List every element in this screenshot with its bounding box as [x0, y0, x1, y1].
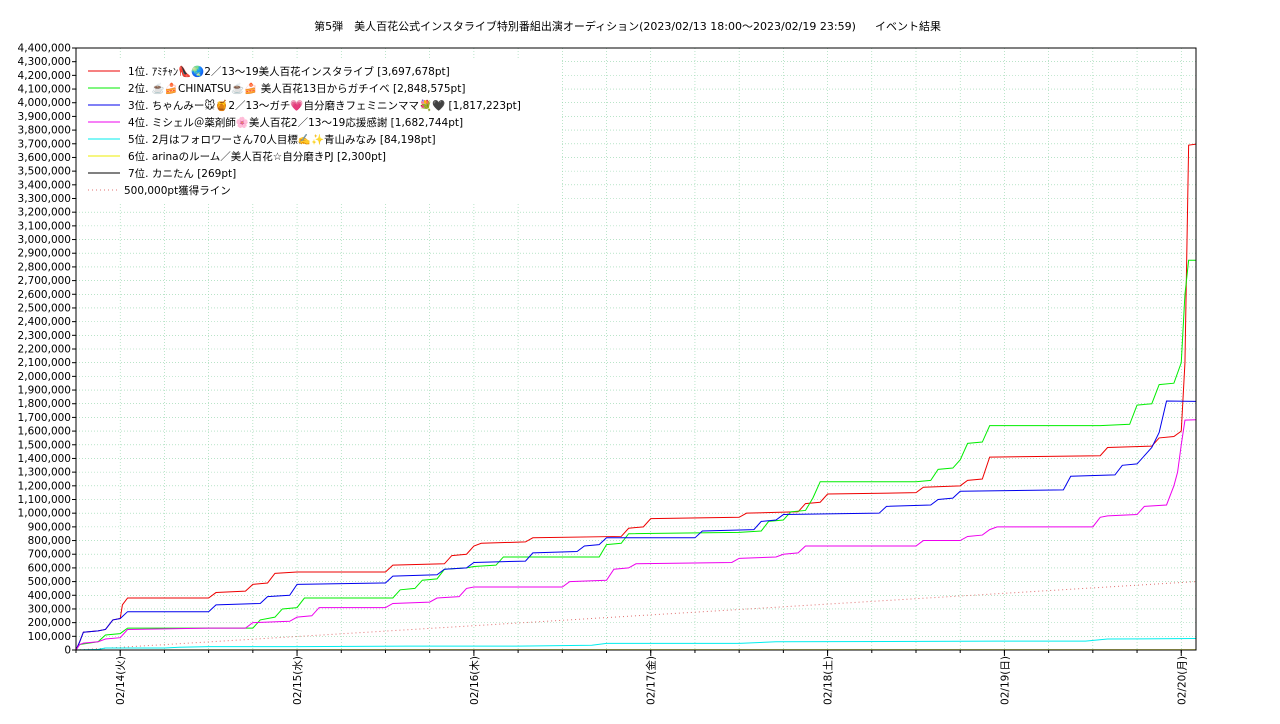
y-tick-label: 900,000: [28, 521, 71, 533]
y-tick-label: 1,700,000: [18, 412, 71, 424]
y-tick-label: 700,000: [28, 549, 71, 561]
y-tick-label: 500,000: [28, 576, 71, 588]
legend-label-6: 6位. arinaのルーム／美人百花☆自分磨きPJ [2,300pt]: [128, 150, 386, 163]
y-tick-label: 4,300,000: [18, 56, 71, 68]
y-tick-label: 1,200,000: [18, 480, 71, 492]
y-tick-label: 3,200,000: [18, 207, 71, 219]
legend-label-7: 7位. カニたん [269pt]: [128, 167, 236, 180]
y-tick-label: 2,400,000: [18, 316, 71, 328]
y-tick-label: 2,500,000: [18, 302, 71, 314]
y-tick-label: 1,300,000: [18, 467, 71, 479]
legend-label-4: 4位. ミシェル＠薬剤師🌸美人百花2／13〜19応援感謝 [1,682,744p…: [128, 116, 463, 129]
y-tick-label: 2,200,000: [18, 344, 71, 356]
legend-label-5: 5位. 2月はフォロワーさん70人目標✍️✨青山みなみ [84,198pt]: [128, 133, 436, 146]
y-tick-label: 4,100,000: [18, 84, 71, 96]
y-tick-label: 3,500,000: [18, 166, 71, 178]
series-line-4: [76, 420, 1196, 650]
y-tick-label: 1,000,000: [18, 508, 71, 520]
x-tick-label: 02/16(木): [469, 656, 481, 705]
chart-subtitle: イベント結果: [875, 19, 941, 33]
y-tick-label: 1,800,000: [18, 398, 71, 410]
x-tick-label: 02/19(日): [999, 656, 1011, 705]
x-tick-label: 02/14(火): [115, 656, 127, 705]
y-tick-label: 2,900,000: [18, 248, 71, 260]
x-tick-label: 02/17(金): [645, 656, 658, 705]
y-tick-label: 3,800,000: [18, 125, 71, 137]
y-tick-label: 3,700,000: [18, 138, 71, 150]
y-tick-label: 4,200,000: [18, 70, 71, 82]
x-tick-label: 02/15(水): [292, 656, 304, 705]
y-tick-label: 2,000,000: [18, 371, 71, 383]
series-lines: [76, 144, 1196, 650]
chart-title: 第5弾 美人百花公式インスタライブ特別番組出演オーディション(2023/02/1…: [314, 19, 856, 33]
legend-background: [77, 58, 561, 202]
legend-label-8: 500,000pt獲得ライン: [124, 184, 231, 197]
y-tick-label: 400,000: [28, 590, 71, 602]
reference-lines: [76, 582, 1196, 650]
y-tick-label: 3,900,000: [18, 111, 71, 123]
legend-label-2: 2位. ☕️🍰CHINATSU☕️🍰 美人百花13日からガチイベ [2,848,…: [128, 82, 465, 95]
y-tick-label: 3,400,000: [18, 179, 71, 191]
y-tick-label: 1,400,000: [18, 453, 71, 465]
y-tick-label: 2,300,000: [18, 330, 71, 342]
x-axis: 02/14(火) 02/15(水) 02/16(木) 02/17(金) 02/18(土)…: [76, 650, 1188, 705]
y-tick-label: 1,900,000: [18, 385, 71, 397]
y-tick-label: 1,600,000: [18, 426, 71, 438]
y-tick-label: 800,000: [28, 535, 71, 547]
y-tick-label: 2,800,000: [18, 261, 71, 273]
legend-label-3: 3位. ちゃんみー🐭🍯2／13〜ガチ💗自分磨きフェミニンママ💐🖤 [1,817,…: [128, 99, 521, 112]
y-tick-label: 1,100,000: [18, 494, 71, 506]
series-line-1: [76, 144, 1196, 650]
x-tick-label: 02/18(土): [822, 656, 835, 705]
y-tick-label: 2,700,000: [18, 275, 71, 287]
y-tick-label: 2,100,000: [18, 357, 71, 369]
series-line-3: [76, 401, 1196, 650]
y-tick-label: 100,000: [28, 631, 71, 643]
y-tick-label: 2,600,000: [18, 289, 71, 301]
y-tick-label: 4,000,000: [18, 97, 71, 109]
y-tick-label: 0: [64, 645, 71, 657]
x-tick-label: 02/20(月): [1176, 656, 1188, 705]
y-tick-label: 3,100,000: [18, 220, 71, 232]
y-tick-label: 200,000: [28, 617, 71, 629]
y-tick-label: 4,400,000: [18, 43, 71, 55]
legend-label-1: 1位. ｱﾐﾁｬﾝ👠🌏2／13〜19美人百花インスタライブ [3,697,678…: [128, 65, 450, 78]
series-line-8: [76, 582, 1196, 650]
y-tick-label: 3,000,000: [18, 234, 71, 246]
y-tick-label: 3,300,000: [18, 193, 71, 205]
legend: 1位. ｱﾐﾁｬﾝ👠🌏2／13〜19美人百花インスタライブ [3,697,678…: [77, 58, 561, 202]
y-tick-label: 300,000: [28, 603, 71, 615]
y-tick-label: 1,500,000: [18, 439, 71, 451]
y-tick-label: 600,000: [28, 562, 71, 574]
y-tick-label: 3,600,000: [18, 152, 71, 164]
